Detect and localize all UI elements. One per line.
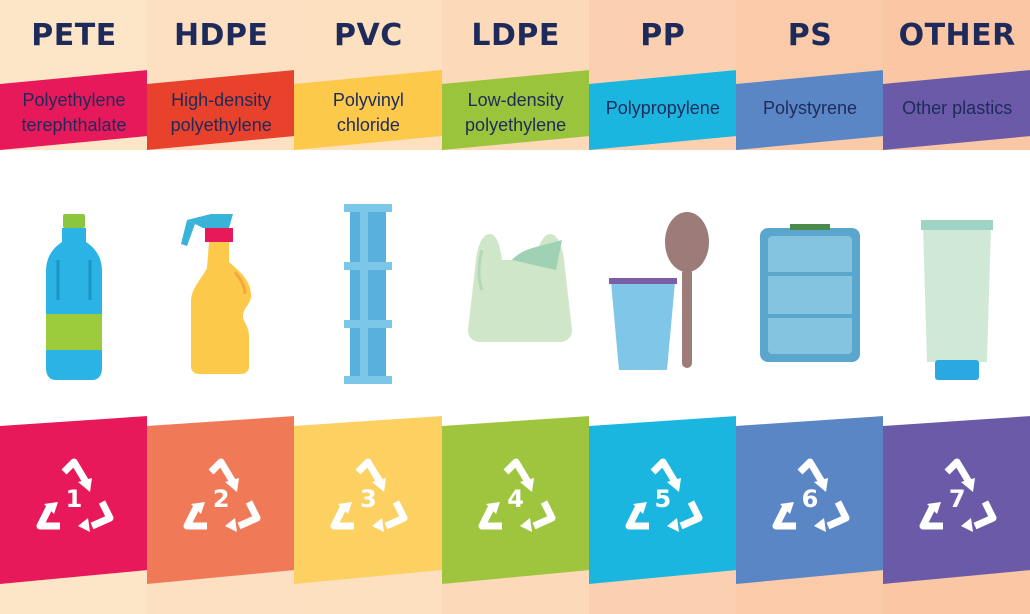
- recycle-panel-shape: [147, 416, 296, 584]
- resin-name-line: Low-density: [467, 90, 564, 110]
- resin-abbreviation: HDPE: [173, 18, 269, 53]
- cup-and-spoon-icon: [608, 212, 709, 370]
- name-band-shape: [883, 70, 1030, 150]
- product-illustration: [0, 190, 148, 400]
- product-illustration: [589, 190, 737, 400]
- resin-name: Polyvinyl chloride: [294, 88, 442, 138]
- recycle-panel-shape: [883, 416, 1030, 584]
- resin-name-line: polyethylene: [465, 115, 567, 135]
- pipe-icon: [344, 204, 393, 384]
- resin-name-line: Polypropylene: [605, 98, 720, 118]
- name-band: [883, 70, 1030, 150]
- resin-abbreviation: PETE: [31, 18, 117, 53]
- product-illustration: [294, 190, 442, 400]
- resin-name-line: High-density: [171, 90, 272, 110]
- resin-abbreviation: LDPE: [471, 18, 560, 53]
- name-band: [147, 70, 296, 150]
- recycle-code-panel: 7: [883, 412, 1030, 584]
- resin-name: Polystyrene: [736, 96, 884, 121]
- resin-abbreviation: PVC: [334, 18, 403, 53]
- spray-bottle-icon: [181, 214, 252, 374]
- name-band-shape: [441, 70, 590, 150]
- recycle-panel-shape: [588, 416, 737, 584]
- resin-name: High-density polyethylene: [147, 88, 295, 138]
- name-band: [294, 70, 443, 150]
- plastic-column-pete: PETE Polyethylene terephthalate 1: [0, 0, 148, 614]
- recycle-code-number: 1: [65, 485, 83, 513]
- recycle-code-number: 5: [654, 485, 672, 513]
- product-illustration: [883, 190, 1030, 400]
- recycle-code-number: 2: [212, 485, 230, 513]
- recycle-code-number: 6: [801, 485, 819, 513]
- name-band: [0, 70, 148, 150]
- name-band-shape: [294, 70, 443, 150]
- resin-name-line: Polyvinyl: [332, 90, 404, 110]
- resin-name-line: Polystyrene: [762, 98, 858, 118]
- recycle-triangle-icon: [478, 458, 556, 532]
- resin-abbreviation: PS: [787, 18, 833, 53]
- resin-name: Low-density polyethylene: [442, 88, 590, 138]
- name-band: [736, 70, 884, 150]
- recycle-code-panel: 4: [441, 412, 590, 584]
- bottle-icon: [46, 214, 102, 380]
- resin-abbreviation: PP: [640, 18, 686, 53]
- resin-name-line: Other plastics: [902, 98, 1013, 118]
- tube-icon: [921, 220, 994, 380]
- plastic-column-ps: PS Polystyrene 6: [736, 0, 884, 614]
- resin-name: Polyethylene terephthalate: [0, 88, 148, 138]
- plastic-column-pvc: PVC Polyvinyl chloride 3: [294, 0, 443, 614]
- plastic-column-pp: PP Polypropylene 5: [588, 0, 737, 614]
- recycle-panel-shape: [0, 416, 148, 584]
- plastic-column-hdpe: HDPE High-density polyethylene 2: [147, 0, 296, 614]
- resin-name-line: terephthalate: [21, 115, 127, 135]
- resin-name-line: chloride: [336, 115, 400, 135]
- resin-abbreviation: OTHER: [898, 18, 1016, 53]
- name-band-shape: [588, 70, 737, 150]
- recycle-panel-shape: [736, 416, 884, 584]
- recycle-code-panel: 1: [0, 412, 148, 584]
- recycle-code-number: 7: [948, 485, 966, 513]
- recycle-triangle-icon: [625, 458, 703, 532]
- recycle-code-panel: 3: [294, 412, 443, 584]
- recycle-triangle-icon: [919, 458, 997, 532]
- product-illustration: [736, 190, 884, 400]
- recycle-code-number: 3: [360, 485, 377, 513]
- recycle-panel-shape: [441, 416, 590, 584]
- name-band-shape: [0, 70, 148, 150]
- resin-name: Polypropylene: [589, 96, 737, 121]
- product-illustration: [442, 190, 590, 400]
- recycle-code-panel: 6: [736, 412, 884, 584]
- recycle-triangle-icon: [183, 458, 261, 532]
- product-illustration: [147, 190, 295, 400]
- recycle-code-panel: 5: [588, 412, 737, 584]
- recycle-triangle-icon: [330, 458, 408, 532]
- plastic-bag-icon: [467, 234, 572, 342]
- recycle-triangle-icon: [36, 458, 114, 532]
- resin-name-line: polyethylene: [170, 115, 272, 135]
- name-band: [588, 70, 737, 150]
- recycle-triangle-icon: [772, 458, 850, 532]
- recycle-code-number: 4: [507, 485, 524, 513]
- recycle-code-panel: 2: [147, 412, 296, 584]
- recycle-panel-shape: [294, 416, 443, 584]
- resin-name: Other plastics: [883, 96, 1030, 121]
- resin-name-line: Polyethylene: [22, 90, 126, 110]
- plastic-column-other: OTHER Other plastics 7: [883, 0, 1030, 614]
- name-band-shape: [147, 70, 296, 150]
- food-container-icon: [760, 224, 860, 362]
- name-band: [441, 70, 590, 150]
- plastic-column-ldpe: LDPE Low-density polyethylene 4: [441, 0, 590, 614]
- name-band-shape: [736, 70, 884, 150]
